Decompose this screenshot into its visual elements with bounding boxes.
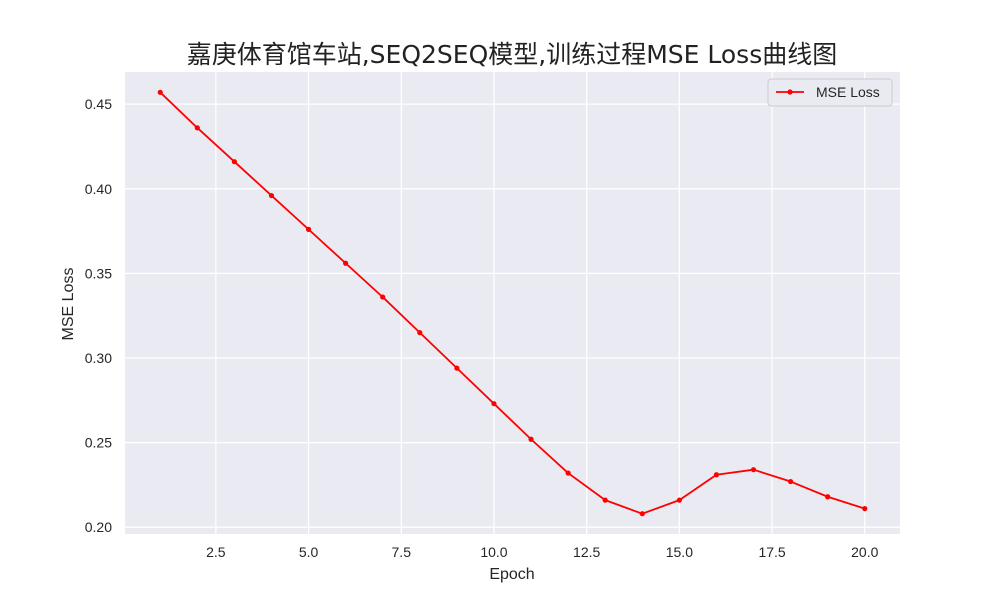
y-axis-label: MSE Loss bbox=[60, 268, 77, 341]
data-point bbox=[343, 261, 348, 266]
legend: MSE Loss bbox=[768, 79, 892, 106]
x-tick-label: 12.5 bbox=[573, 544, 600, 560]
x-tick-label: 5.0 bbox=[299, 544, 319, 560]
x-tick-label: 17.5 bbox=[758, 544, 785, 560]
y-tick-label: 0.25 bbox=[85, 435, 112, 451]
x-tick-label: 7.5 bbox=[392, 544, 412, 560]
data-point bbox=[603, 498, 608, 503]
y-tick-label: 0.40 bbox=[85, 181, 112, 197]
legend-marker-swatch bbox=[787, 89, 792, 94]
legend-label: MSE Loss bbox=[816, 84, 880, 100]
x-axis-label: Epoch bbox=[489, 566, 534, 583]
data-point bbox=[566, 470, 571, 475]
data-point bbox=[788, 479, 793, 484]
data-point bbox=[825, 494, 830, 499]
plot-area bbox=[125, 72, 900, 534]
data-point bbox=[751, 467, 756, 472]
y-tick-label: 0.35 bbox=[85, 265, 112, 281]
data-point bbox=[380, 294, 385, 299]
x-tick-label: 20.0 bbox=[851, 544, 878, 560]
data-point bbox=[677, 498, 682, 503]
data-point bbox=[306, 227, 311, 232]
data-point bbox=[454, 366, 459, 371]
x-tick-label: 15.0 bbox=[666, 544, 693, 560]
data-point bbox=[640, 511, 645, 516]
data-point bbox=[862, 506, 867, 511]
x-axis-ticks: 2.5 5.0 7.5 10.0 12.5 15.0 17.5 20.0 bbox=[206, 544, 878, 560]
data-point bbox=[491, 401, 496, 406]
y-tick-label: 0.45 bbox=[85, 96, 112, 112]
data-point bbox=[158, 90, 163, 95]
data-point bbox=[417, 330, 422, 335]
data-point bbox=[232, 159, 237, 164]
x-tick-label: 2.5 bbox=[206, 544, 226, 560]
data-point bbox=[195, 125, 200, 130]
x-tick-label: 10.0 bbox=[480, 544, 507, 560]
chart-title: 嘉庚体育馆车站,SEQ2SEQ模型,训练过程MSE Loss曲线图 bbox=[187, 40, 838, 69]
data-point bbox=[269, 193, 274, 198]
data-point bbox=[714, 472, 719, 477]
y-tick-label: 0.30 bbox=[85, 350, 112, 366]
data-point bbox=[528, 437, 533, 442]
y-axis-ticks: 0.20 0.25 0.30 0.35 0.40 0.45 bbox=[85, 96, 112, 535]
y-tick-label: 0.20 bbox=[85, 519, 112, 535]
